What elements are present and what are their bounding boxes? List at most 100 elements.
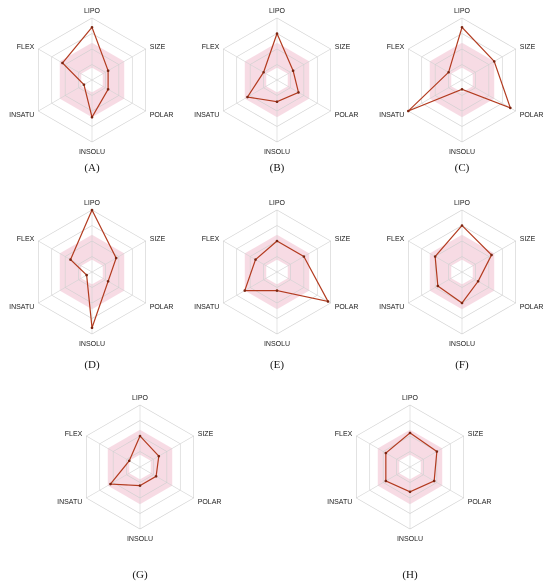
axis-spoke	[223, 240, 278, 273]
axis-label-polar: POLAR	[198, 499, 222, 506]
axis-spoke	[276, 271, 331, 304]
data-point-size	[490, 253, 493, 257]
data-point-size	[435, 450, 439, 453]
data-point-insolu	[138, 484, 142, 487]
axis-spoke	[461, 271, 516, 304]
axis-spoke	[139, 435, 194, 468]
radar-panel-f: LIPO SIZE POLAR INSOLU INSATU FLEX (F)	[379, 200, 543, 371]
data-point-lipo	[408, 431, 412, 435]
data-point-insatu	[82, 83, 86, 86]
axis-spoke	[461, 79, 516, 112]
axis-label-flex: FLEX	[335, 431, 353, 438]
panel-caption: (C)	[455, 162, 470, 174]
data-point-insatu	[436, 284, 440, 288]
data-point-polar	[154, 475, 158, 478]
axis-label-insolu: INSOLU	[264, 341, 290, 348]
data-point-lipo	[90, 26, 94, 29]
data-point-flex	[433, 255, 437, 258]
data-point-size	[492, 60, 496, 63]
axis-label-insatu: INSATU	[379, 304, 404, 311]
axis-spoke	[38, 240, 93, 273]
axis-label-flex: FLEX	[387, 236, 405, 243]
axis-label-insolu: INSOLU	[127, 536, 153, 543]
data-point-insatu	[384, 479, 388, 483]
data-point-size	[106, 69, 110, 72]
axis-spoke	[91, 79, 146, 112]
data-point-insolu	[460, 301, 464, 305]
radar-panel-h: LIPO SIZE POLAR INSOLU INSATU FLEX (H)	[327, 395, 491, 581]
axis-spoke	[408, 271, 463, 304]
radar-panel-c: LIPO SIZE POLAR INSOLU INSATU FLEX (C)	[379, 8, 543, 174]
axis-spoke	[409, 466, 464, 499]
axis-label-flex: FLEX	[202, 44, 220, 51]
axis-spoke	[408, 79, 463, 112]
data-point-polar	[509, 106, 512, 110]
axis-label-lipo: LIPO	[132, 395, 149, 402]
axis-label-insolu: INSOLU	[397, 536, 423, 543]
data-point-insolu	[275, 289, 279, 292]
axis-label-polar: POLAR	[468, 499, 492, 506]
data-point-flex	[61, 61, 64, 65]
axis-label-polar: POLAR	[335, 112, 359, 119]
panel-caption: (E)	[270, 359, 284, 371]
axis-label-insatu: INSATU	[327, 499, 352, 506]
axis-label-size: SIZE	[150, 44, 166, 51]
axis-label-insatu: INSATU	[194, 304, 219, 311]
axis-label-polar: POLAR	[150, 304, 174, 311]
axis-label-insatu: INSATU	[57, 499, 82, 506]
axis-label-insatu: INSATU	[379, 112, 404, 119]
data-point-flex	[447, 70, 450, 74]
data-point-insolu	[408, 490, 412, 494]
data-point-flex	[384, 451, 388, 455]
data-point-lipo	[460, 224, 464, 227]
data-point-insatu	[109, 482, 112, 486]
axis-label-size: SIZE	[468, 431, 484, 438]
panel-caption: (A)	[84, 162, 100, 174]
data-point-insolu	[90, 326, 94, 330]
axis-spoke	[223, 79, 278, 112]
axis-spoke	[86, 466, 141, 499]
data-point-insolu	[275, 100, 279, 103]
axis-spoke	[38, 48, 93, 81]
axis-label-lipo: LIPO	[269, 8, 286, 15]
axis-spoke	[276, 79, 331, 112]
data-point-lipo	[460, 26, 464, 29]
axis-label-polar: POLAR	[520, 112, 544, 119]
data-point-polar	[106, 88, 110, 91]
axis-spoke	[461, 240, 516, 273]
axis-label-insolu: INSOLU	[79, 149, 105, 156]
axis-label-flex: FLEX	[17, 44, 35, 51]
panel-caption: (G)	[132, 569, 148, 581]
axis-spoke	[276, 48, 331, 81]
axis-spoke	[91, 271, 146, 304]
data-point-flex	[127, 459, 131, 463]
data-point-size	[302, 255, 306, 258]
data-point-lipo	[138, 434, 142, 438]
axis-label-polar: POLAR	[335, 304, 359, 311]
radar-panel-a: LIPO SIZE POLAR INSOLU INSATU FLEX (A)	[9, 8, 173, 174]
axis-label-polar: POLAR	[520, 304, 544, 311]
axis-label-insolu: INSOLU	[449, 341, 475, 348]
data-point-insatu	[246, 95, 249, 99]
axis-spoke	[86, 435, 141, 468]
axis-spoke	[38, 271, 93, 304]
axis-label-size: SIZE	[150, 236, 166, 243]
data-point-polar	[106, 280, 110, 283]
axis-spoke	[461, 48, 516, 81]
radar-panel-g: LIPO SIZE POLAR INSOLU INSATU FLEX (G)	[57, 395, 221, 581]
data-point-lipo	[275, 32, 279, 35]
axis-label-insolu: INSOLU	[449, 149, 475, 156]
axis-label-polar: POLAR	[150, 112, 174, 119]
data-point-insatu	[407, 109, 410, 113]
axis-spoke	[91, 240, 146, 273]
axis-spoke	[223, 48, 278, 81]
axis-label-insatu: INSATU	[9, 304, 34, 311]
axis-spoke	[356, 435, 411, 468]
axis-label-flex: FLEX	[387, 44, 405, 51]
axis-label-insolu: INSOLU	[264, 149, 290, 156]
data-point-flex	[254, 258, 257, 261]
axis-label-size: SIZE	[335, 236, 351, 243]
panel-caption: (H)	[402, 569, 418, 581]
data-point-insatu	[85, 273, 88, 277]
